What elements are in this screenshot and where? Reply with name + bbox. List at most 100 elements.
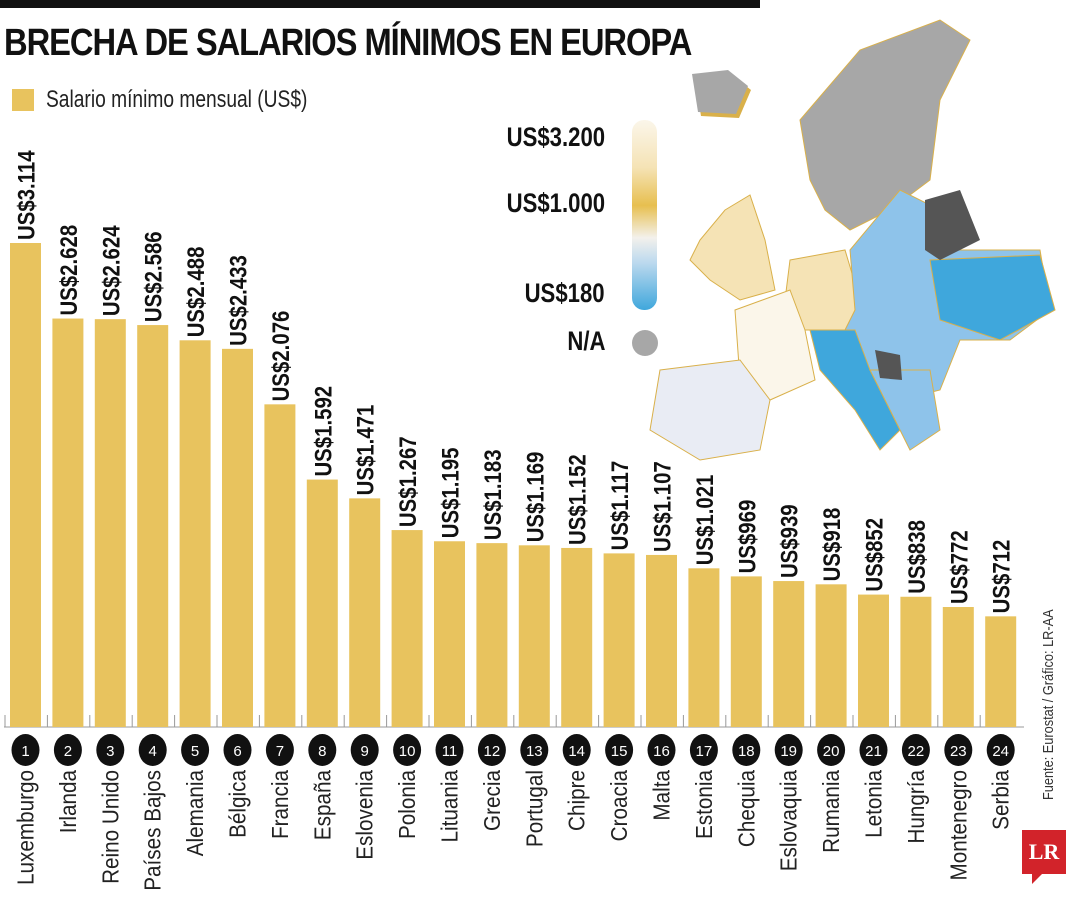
rank-badge [859,734,888,766]
data-label: US$1.169 [522,452,549,543]
rank-badge [689,734,718,766]
bar-Lituania [434,541,465,727]
chart-title: BRECHA DE SALARIOS MÍNIMOS EN EUROPA [4,22,692,64]
bar-España [306,479,338,727]
map-iceland [692,70,748,114]
lr-logo: LR [1022,830,1066,884]
rank-badge [265,734,294,766]
map-belarus [925,190,980,260]
category-label: Serbia [988,769,1014,830]
scale-label-low: US$180 [524,278,605,308]
category-label: Irlanda [55,769,81,833]
rank-number: 20 [823,743,840,760]
data-label: US$2.076 [267,311,294,402]
bar-Eslovenia [349,498,381,727]
data-label: US$918 [819,508,846,582]
category-label: Chipre [564,770,590,831]
rank-number: 7 [276,743,284,760]
bar-Irlanda [52,318,84,727]
category-label: Montenegro [945,770,971,880]
data-label: US$2.586 [140,231,167,322]
rank-badge [986,734,1015,766]
rank-badge [732,734,761,766]
category-label: Malta [648,769,674,820]
bar-Luxemburgo [10,243,41,727]
category-label: Portugal [521,770,547,847]
rank-number: 8 [318,743,326,760]
category-label: Rumania [818,769,844,853]
category-label: Hungría [903,769,929,843]
data-label: US$1.592 [310,386,337,477]
legend-swatch [12,89,34,111]
rank-badge [774,734,803,766]
category-label: Estonia [691,769,717,839]
bar-Eslovaquia [773,581,805,727]
color-scale-bar [632,120,657,310]
data-label: US$2.433 [225,255,252,346]
rank-number: 10 [399,743,416,760]
rank-number: 18 [738,743,755,760]
category-label: Grecia [479,769,505,831]
category-label: España [309,769,335,840]
rank-badge [96,734,125,766]
map-italy [809,329,901,451]
rank-number: 6 [233,743,241,760]
bar-Rumania [815,584,847,727]
data-label: US$969 [734,500,761,574]
map-bosnia [875,350,902,380]
rank-badge [605,734,634,766]
category-label: Francia [267,769,293,839]
rank-badge [11,734,40,766]
data-label: US$1.471 [352,405,379,496]
data-label: US$1.195 [437,448,464,539]
data-label: US$2.624 [98,225,125,316]
legend-label: Salario mínimo mensual (US$) [46,86,308,113]
data-label: US$1.107 [649,461,676,552]
legend: Salario mínimo mensual (US$) [12,86,373,114]
category-label: Croacia [606,769,632,841]
rank-badge [308,734,337,766]
category-label: Países Bajos [140,770,166,891]
scale-label-high: US$3.200 [506,122,605,152]
data-label: US$2.628 [55,225,82,316]
data-label: US$1.183 [479,449,506,540]
data-label: US$852 [861,518,888,592]
rank-number: 4 [149,743,157,760]
map-balkans [869,369,941,451]
data-label: US$712 [988,540,1015,614]
rank-number: 15 [611,743,628,760]
rank-badge [223,734,252,766]
bar-Chequia [730,576,762,727]
bar-Hungría [900,596,932,727]
rank-badge [53,734,82,766]
bar-Malta [646,554,677,727]
rank-badge [944,734,973,766]
rank-number: 19 [780,743,797,760]
bar-Portugal [518,545,550,727]
rank-badge [435,734,464,766]
data-label: US$1.267 [395,436,422,527]
bar-Alemania [179,340,211,727]
rank-number: 9 [361,743,369,760]
scale-label-na: N/A [566,326,605,356]
data-label: US$3.114 [13,150,40,240]
category-label: Lituania [436,769,462,842]
rank-number: 17 [696,743,713,760]
rank-number: 5 [191,743,199,760]
map-scandinavia [799,19,971,231]
bar-Serbia [985,616,1017,727]
source-note: Fuente: Eurostat / Gráfico: LR-AA [1040,609,1057,800]
bar-Bélgica [222,348,253,727]
rank-badge [138,734,167,766]
data-label: US$838 [903,520,930,594]
rank-badge [901,734,930,766]
map-iberia [649,359,771,461]
rank-badge [181,734,210,766]
data-label: US$772 [946,530,973,604]
category-label: Chequia [733,769,759,847]
rank-number: 22 [908,743,925,760]
category-label: Eslovenia [352,769,378,860]
rank-badge [393,734,422,766]
rank-number: 23 [950,743,967,760]
